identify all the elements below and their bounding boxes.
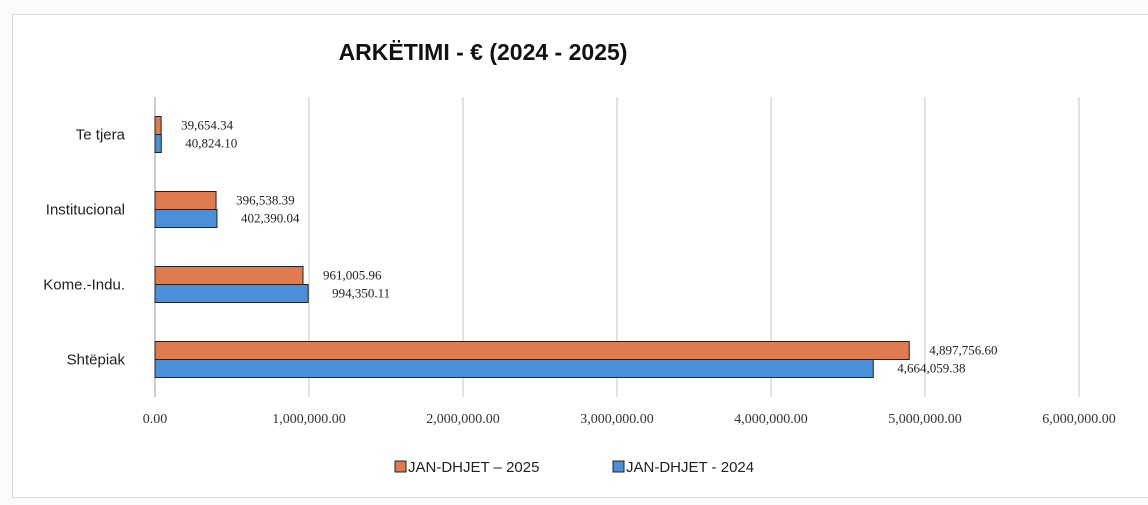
bar-2025 xyxy=(154,191,217,210)
bar-2024 xyxy=(154,209,218,228)
x-tick-label: 6,000,000.00 xyxy=(1042,412,1116,427)
legend: JAN-DHJET – 2025 JAN-DHJET - 2024 xyxy=(394,459,754,476)
legend-swatch xyxy=(394,460,407,473)
bar-2025 xyxy=(154,341,910,360)
bar-chart: ARKËTIMI - € (2024 - 2025) 39,654.34 40,8… xyxy=(43,39,1116,476)
category-label: Institucional xyxy=(46,202,125,219)
data-label: 4,897,756.60 xyxy=(929,343,997,358)
bar-2024 xyxy=(154,284,309,303)
data-label: 4,664,059.38 xyxy=(897,361,965,376)
data-label: 961,005.96 xyxy=(323,268,382,283)
bar-2024 xyxy=(154,134,162,153)
x-tick-labels: 0.00 1,000,000.00 2,000,000.00 3,000,000.00… xyxy=(143,412,1116,427)
x-tick-label: 4,000,000.00 xyxy=(734,412,808,427)
data-label: 40,824.10 xyxy=(185,136,237,151)
bar-2024 xyxy=(154,359,874,378)
x-tick-label: 2,000,000.00 xyxy=(426,412,500,427)
category-labels: Te tjera Institucional Kome.-Indu. Shtëpiak xyxy=(43,127,125,369)
data-label: 39,654.34 xyxy=(181,118,234,133)
gridlines xyxy=(154,97,1080,397)
chart-title: ARKËTIMI - € (2024 - 2025) xyxy=(339,39,628,65)
bars: 39,654.34 40,824.10 396,538.39 402,390.04 96… xyxy=(154,116,998,378)
data-label: 402,390.04 xyxy=(241,211,300,226)
category-label: Kome.-Indu. xyxy=(43,277,125,294)
category-label: Te tjera xyxy=(76,127,126,144)
legend-swatch xyxy=(612,460,625,473)
data-label: 396,538.39 xyxy=(236,193,294,208)
category-label: Shtëpiak xyxy=(67,352,126,369)
x-tick-label: 3,000,000.00 xyxy=(580,412,654,427)
chart-frame: ARKËTIMI - € (2024 - 2025) 39,654.34 40,8… xyxy=(12,14,1148,498)
legend-label: JAN-DHJET – 2025 xyxy=(408,459,539,476)
data-label: 994,350.11 xyxy=(332,286,390,301)
x-tick-label: 5,000,000.00 xyxy=(888,412,962,427)
bar-2025 xyxy=(154,266,304,285)
legend-label: JAN-DHJET - 2024 xyxy=(626,459,754,476)
bar-2025 xyxy=(154,116,162,135)
x-tick-label: 0.00 xyxy=(143,412,168,427)
x-tick-label: 1,000,000.00 xyxy=(272,412,346,427)
